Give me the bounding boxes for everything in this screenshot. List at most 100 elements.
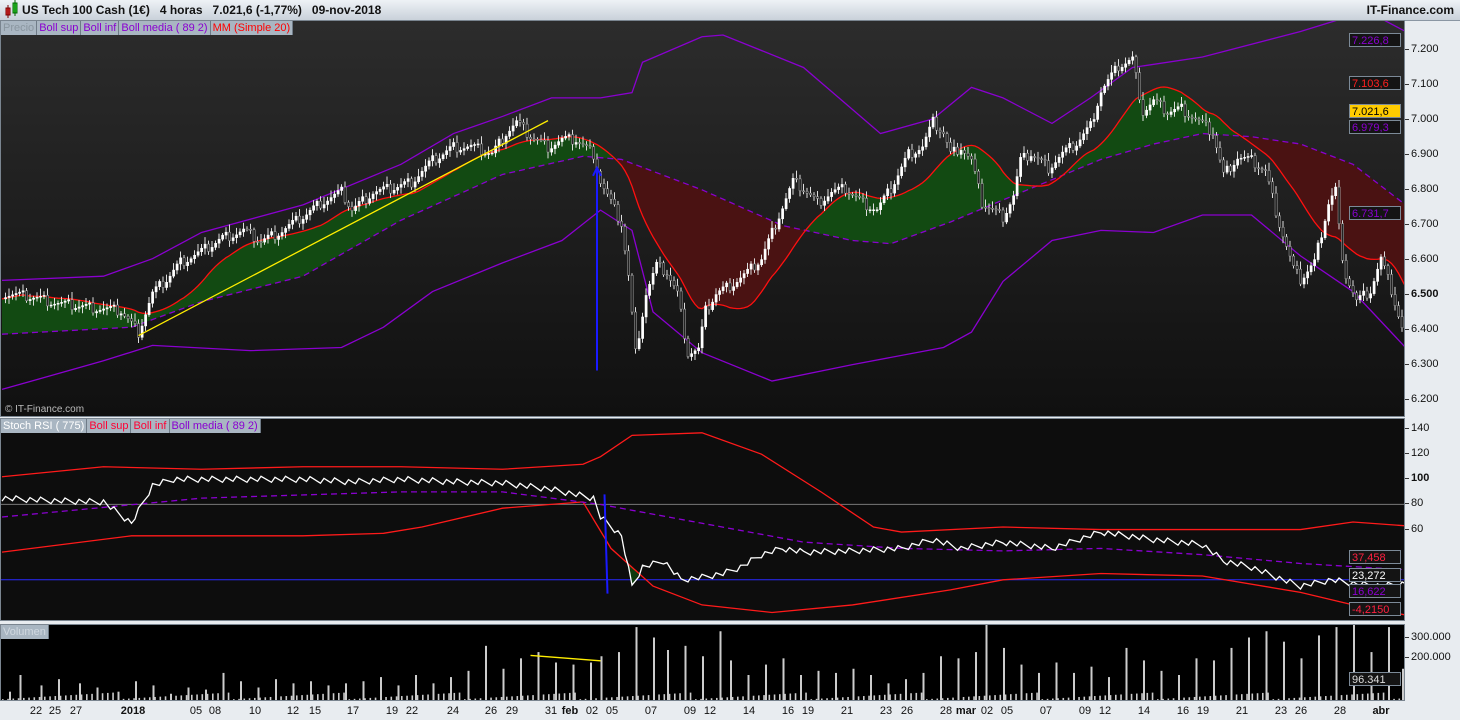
candle <box>550 148 553 153</box>
candle <box>826 196 830 202</box>
candle <box>1225 165 1229 173</box>
legend-item[interactable]: Boll inf <box>81 21 120 35</box>
volume-bar <box>86 694 88 700</box>
volume-bar <box>1314 696 1317 700</box>
volume-bar <box>569 692 571 700</box>
volume-bar <box>1283 641 1285 700</box>
axis-tick-label: 6.500 <box>1405 287 1439 300</box>
band-fill <box>478 155 482 186</box>
candle <box>508 130 511 137</box>
volume-bar <box>217 693 219 700</box>
legend-item[interactable]: Volumen <box>1 625 49 639</box>
legend-item[interactable]: Boll sup <box>87 419 132 433</box>
band-fill <box>1129 102 1133 152</box>
value-label: 96.341 <box>1349 671 1401 686</box>
band-fill <box>415 191 419 214</box>
legend-item[interactable]: Stoch RSI ( 775) <box>1 419 88 433</box>
candle <box>1201 119 1204 122</box>
price-pane[interactable]: Precio Boll sup Boll inf Boll media ( 89 2)… <box>0 20 1405 417</box>
volume-bar <box>863 696 865 700</box>
candle <box>739 277 742 283</box>
legend-item[interactable]: Boll sup <box>37 21 82 35</box>
candle <box>1099 92 1103 107</box>
volume-bar <box>1052 698 1054 700</box>
legend-item[interactable]: Boll inf <box>131 419 170 433</box>
volume-axis[interactable]: 200.000 300.000 96.341 <box>1349 624 1460 701</box>
band-fill <box>233 250 237 294</box>
volume-bar <box>380 677 382 700</box>
volume-bar <box>684 645 687 700</box>
candle <box>896 175 900 185</box>
volume-pane[interactable]: Volumen <box>0 624 1405 701</box>
candle <box>280 232 284 237</box>
band-fill <box>397 194 401 223</box>
volume-bar <box>1372 693 1374 700</box>
candle <box>441 154 445 160</box>
legend-item[interactable]: Precio <box>1 21 38 35</box>
band-fill <box>702 189 706 309</box>
band-fill <box>334 214 338 259</box>
band-fill <box>198 282 202 303</box>
candle <box>966 152 970 157</box>
volume-bar <box>716 697 718 700</box>
candle <box>630 275 634 313</box>
band-fill <box>51 297 55 332</box>
band-fill <box>446 172 450 200</box>
volume-bar <box>695 699 697 700</box>
legend-item[interactable]: MM (Simple 20) <box>210 21 294 35</box>
volume-bar <box>962 696 965 700</box>
candle <box>95 311 98 314</box>
volume-bar <box>1055 662 1058 700</box>
rsi-axis[interactable]: 60 80 100 120 140 37,458 23,272 16,622 -4,2150 <box>1349 418 1460 621</box>
volume-bar <box>107 692 109 700</box>
price-axis[interactable]: 6.200 6.300 6.400 6.500 6.600 6.700 6.800 6.900… <box>1349 20 1460 417</box>
time-axis[interactable]: 22 25 27 2018 05 08 10 12 15 17 19 22 24 26 29 31 feb 02 0… <box>0 701 1405 720</box>
rsi-legend: Stoch RSI ( 775) Boll sup Boll inf Boll med… <box>1 419 261 433</box>
volume-bar <box>1293 697 1296 700</box>
volume-bar <box>836 697 839 700</box>
volume-bar <box>1367 693 1369 700</box>
candle <box>679 290 683 310</box>
candle <box>683 308 686 339</box>
candle <box>1365 290 1369 299</box>
band-fill <box>954 150 958 221</box>
volume-bar <box>1078 696 1080 700</box>
volume-bar <box>385 696 387 700</box>
candle <box>945 133 949 143</box>
candle <box>231 237 235 241</box>
candle <box>914 153 917 158</box>
candle <box>718 290 721 295</box>
candle <box>1327 204 1330 222</box>
stoch-rsi-pane[interactable]: Stoch RSI ( 775) Boll sup Boll inf Boll med… <box>0 418 1405 621</box>
band-fill <box>1328 154 1332 237</box>
band-fill <box>1132 98 1136 151</box>
candle <box>1211 134 1215 136</box>
axis-tick-label: 120 <box>1404 447 1430 460</box>
candle <box>452 142 455 147</box>
time-tick-label: 19 <box>1196 705 1210 717</box>
candle <box>133 320 137 324</box>
volume-bar <box>96 687 99 700</box>
band-fill <box>436 179 440 205</box>
volume-bar <box>999 694 1002 700</box>
candle <box>49 304 53 307</box>
candle <box>312 205 315 211</box>
candle <box>35 296 39 299</box>
legend-item[interactable]: Boll media ( 89 2) <box>119 21 211 35</box>
volume-bar <box>474 698 477 700</box>
candle <box>294 215 298 221</box>
candle <box>1243 157 1246 159</box>
time-tick-label: 26 <box>484 705 498 717</box>
candle <box>805 191 809 194</box>
candle <box>126 315 130 319</box>
volume-bar <box>175 695 177 700</box>
candle <box>7 295 11 298</box>
volume-bar <box>847 696 849 700</box>
volume-bar <box>511 696 513 700</box>
band-fill <box>1230 129 1234 136</box>
legend-item[interactable]: Boll media ( 89 2) <box>169 419 261 433</box>
band-fill <box>341 210 345 255</box>
volume-bar <box>1361 693 1364 700</box>
band-fill <box>1164 86 1168 142</box>
band-fill <box>520 141 524 171</box>
